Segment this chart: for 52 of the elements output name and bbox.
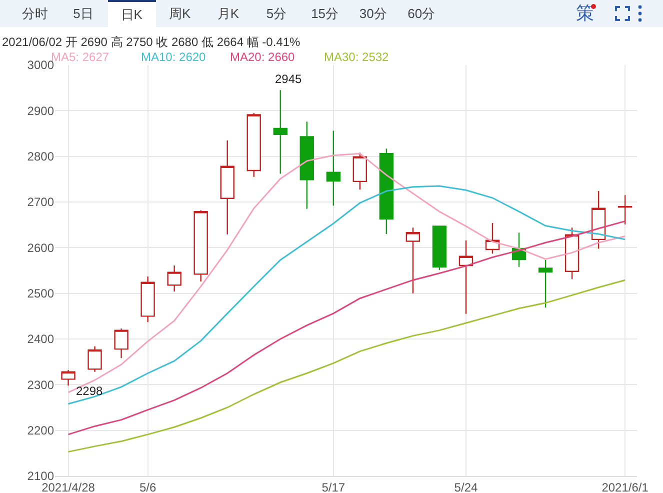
y-tick-label: 2200: [27, 424, 54, 438]
candlestick: [564, 226, 580, 280]
text: 周K: [168, 5, 192, 23]
candlestick: [326, 130, 340, 206]
text: 5日: [72, 5, 94, 23]
y-tick-label: 2800: [27, 150, 54, 164]
x-tick-label: 5/6: [139, 480, 156, 493]
text: 5分: [265, 5, 288, 23]
chart-subtitle: 2021/06/02 开 2690 高 2750 收 2680 低 2664 幅 -0.41%: [2, 34, 300, 51]
text: 策: [575, 2, 595, 25]
y-tick-label: 2900: [27, 104, 54, 118]
candlestick: [379, 148, 394, 235]
text: 30分: [358, 5, 388, 23]
candlestick: [352, 152, 368, 190]
candlestick: [246, 112, 261, 178]
x-tick-label: 2021/6/1: [602, 480, 649, 493]
text: MA20: 2660: [230, 50, 295, 64]
candlestick: [140, 276, 155, 323]
candlestick: [300, 121, 314, 210]
candlestick: [194, 210, 208, 282]
x-tick-label: 5/17: [322, 480, 346, 493]
candlestick: [538, 259, 553, 308]
candlestick: [406, 226, 420, 294]
x-tick-label: 5/24: [454, 480, 478, 493]
line-series: [68, 152, 626, 394]
text: MA10: 2620: [141, 50, 206, 64]
y-tick-label: 2300: [27, 378, 54, 392]
candlestick: [458, 240, 474, 314]
y-tick-label: 2500: [27, 286, 54, 301]
candlestick: [167, 264, 182, 292]
candlestick: [618, 194, 632, 225]
candlestick: [220, 140, 234, 236]
line-series: [68, 185, 626, 405]
text: 15分: [310, 5, 340, 23]
line-series: [68, 279, 626, 453]
text: 月K: [216, 5, 240, 23]
text: 60分: [406, 5, 436, 23]
text: 日K: [108, 0, 156, 27]
annotation: 2298: [76, 384, 104, 398]
y-tick-label: 3000: [27, 58, 54, 72]
annotation: 2945: [275, 72, 302, 86]
candlestick: [61, 369, 76, 386]
candlestick: [88, 346, 102, 372]
line-series: [68, 220, 626, 436]
y-tick-label: 2600: [27, 240, 54, 255]
text: MA30: 2532: [324, 50, 389, 64]
candlestick: [432, 226, 447, 271]
y-tick-label: 2700: [27, 195, 54, 210]
text: 分时: [21, 5, 49, 23]
candlestick: [273, 90, 288, 174]
candlestick: [114, 328, 128, 359]
y-tick-label: 2400: [27, 332, 54, 346]
